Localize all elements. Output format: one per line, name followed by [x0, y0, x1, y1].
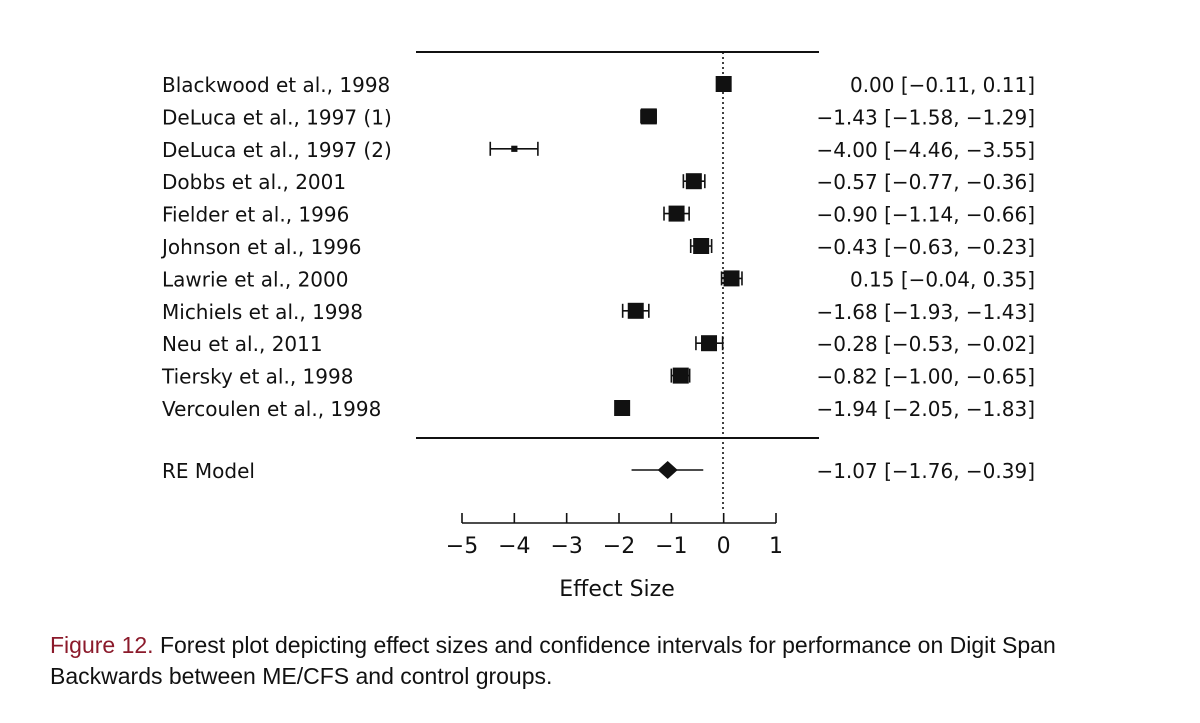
- study-rows: Blackwood et al., 1998 0.00 [−0.11, 0.11]…: [160, 73, 1035, 421]
- figure-number: Figure 12.: [50, 632, 154, 658]
- study-9-point-estimate: [701, 335, 718, 352]
- study-4-point-estimate: [685, 173, 702, 190]
- study-7-label: Lawrie et al., 2000: [162, 267, 348, 291]
- x-axis: −5 −4 −3 −2 −1 0 1: [446, 513, 783, 559]
- study-2-estimate-text: −1.43 [−1.58, −1.29]: [816, 105, 1035, 129]
- study-8-point-estimate: [627, 302, 644, 319]
- study-4-estimate-text: −0.57 [−0.77, −0.36]: [816, 170, 1035, 194]
- study-4-label: Dobbs et al., 2001: [162, 170, 346, 194]
- study-5-label: Fielder et al., 1996: [162, 203, 349, 227]
- study-5-estimate-text: −0.90 [−1.14, −0.66]: [816, 203, 1035, 227]
- study-6-point-estimate: [693, 238, 710, 254]
- study-5-point-estimate: [668, 205, 685, 222]
- forest-plot: Blackwood et al., 1998 0.00 [−0.11, 0.11]…: [160, 51, 1035, 602]
- study-10-label: Tiersky et al., 1998: [161, 365, 353, 389]
- study-11-point-estimate: [614, 400, 631, 416]
- summary-row: RE Model −1.07 [−1.76, −0.39]: [162, 459, 1035, 483]
- summary-label: RE Model: [162, 459, 255, 483]
- x-tick-label: −5: [446, 534, 478, 559]
- study-6-estimate-text: −0.43 [−0.63, −0.23]: [816, 235, 1035, 259]
- study-2-label: DeLuca et al., 1997 (1): [162, 105, 392, 129]
- study-3-point-estimate: [511, 145, 518, 152]
- x-tick-label: −4: [498, 534, 530, 559]
- study-1-estimate-text: 0.00 [−0.11, 0.11]: [850, 73, 1035, 97]
- x-tick-label: −2: [603, 534, 635, 559]
- study-3-estimate-text: −4.00 [−4.46, −3.55]: [816, 138, 1035, 162]
- summary-estimate-text: −1.07 [−1.76, −0.39]: [816, 459, 1035, 483]
- study-1-label: Blackwood et al., 1998: [162, 73, 390, 97]
- study-7-estimate-text: 0.15 [−0.04, 0.35]: [850, 267, 1035, 291]
- study-11-label: Vercoulen et al., 1998: [162, 397, 381, 421]
- study-10-point-estimate: [672, 367, 689, 384]
- x-tick-label: 1: [769, 534, 783, 559]
- study-11-estimate-text: −1.94 [−2.05, −1.83]: [816, 397, 1035, 421]
- study-2-point-estimate: [640, 108, 657, 125]
- study-7-point-estimate: [723, 270, 740, 287]
- study-9-label: Neu et al., 2011: [162, 332, 323, 356]
- x-tick-label: −3: [550, 534, 582, 559]
- summary-diamond: [657, 461, 678, 479]
- x-axis-label: Effect Size: [559, 577, 674, 602]
- study-1-point-estimate: [715, 76, 732, 92]
- study-8-estimate-text: −1.68 [−1.93, −1.43]: [816, 300, 1035, 324]
- study-9-estimate-text: −0.28 [−0.53, −0.02]: [816, 332, 1035, 356]
- study-10-estimate-text: −0.82 [−1.00, −0.65]: [816, 365, 1035, 389]
- study-8-label: Michiels et al., 1998: [162, 300, 363, 324]
- figure-caption: Figure 12. Forest plot depicting effect …: [50, 630, 1160, 692]
- caption-text: Forest plot depicting effect sizes and c…: [50, 632, 1056, 689]
- x-tick-label: 0: [717, 534, 731, 559]
- study-6-label: Johnson et al., 1996: [160, 235, 361, 259]
- x-tick-label: −1: [655, 534, 687, 559]
- study-3-label: DeLuca et al., 1997 (2): [162, 138, 392, 162]
